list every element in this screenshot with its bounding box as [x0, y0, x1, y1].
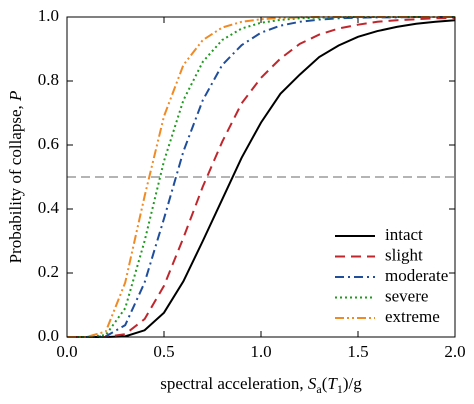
- legend-label: severe: [385, 286, 428, 305]
- x-axis-label-part: (: [322, 374, 328, 393]
- x-tick-label: 1.5: [347, 342, 368, 361]
- y-axis-label-part: P: [6, 91, 25, 102]
- legend-label: intact: [385, 225, 423, 244]
- series-line: [67, 16, 455, 338]
- x-tick-label: 1.0: [250, 342, 271, 361]
- y-tick-label: 0.8: [38, 70, 59, 89]
- y-axis-label: Probability of collapse, P: [6, 91, 25, 264]
- y-tick-label: 1.0: [38, 6, 59, 25]
- y-tick-label: 0.2: [38, 262, 59, 281]
- series-line: [67, 16, 456, 338]
- y-axis-label-part: Probability of collapse,: [6, 101, 25, 263]
- series-line: [67, 19, 456, 338]
- x-axis-label-part: )/g: [343, 374, 362, 393]
- x-tick-label: 0.5: [153, 342, 174, 361]
- y-tick-label: 0.6: [38, 134, 59, 153]
- x-tick-label: 2.0: [444, 342, 465, 361]
- plot-frame: [66, 16, 456, 338]
- x-tick-label: 0.0: [56, 342, 77, 361]
- x-axis-label-part: 1: [337, 382, 343, 396]
- legend-label: moderate: [385, 266, 448, 285]
- y-tick-label: 0.4: [38, 198, 60, 217]
- x-axis-label: spectral acceleration, Sa(T1)/g: [160, 374, 362, 396]
- x-axis-label-part: S: [308, 374, 317, 393]
- y-tick-label: 0.0: [38, 326, 59, 345]
- x-axis-label-part: spectral acceleration,: [160, 374, 308, 393]
- x-axis-label-part: a: [316, 382, 322, 396]
- x-axis-label-part: T: [327, 374, 338, 393]
- legend-label: slight: [385, 245, 423, 264]
- legend-label: extreme: [385, 307, 440, 326]
